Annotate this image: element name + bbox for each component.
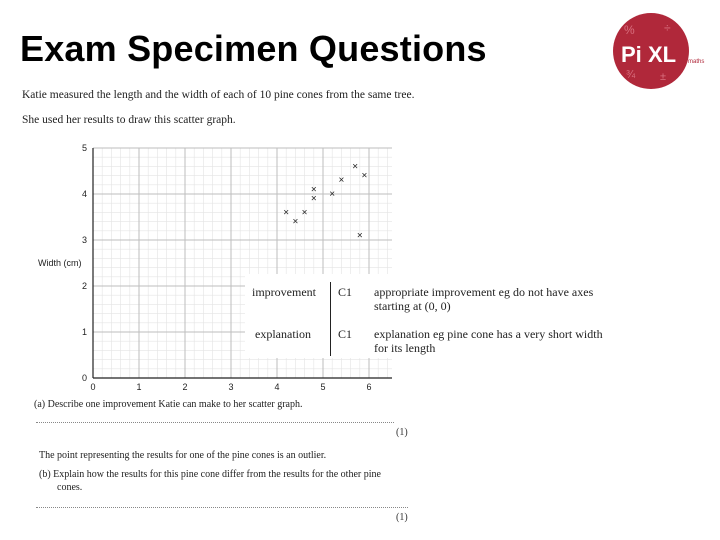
ms-row-1-line-2: starting at (0, 0) — [374, 299, 451, 313]
data-point: × — [352, 161, 358, 172]
logo-suffix: maths — [688, 59, 705, 65]
slide-title: Exam Specimen Questions — [20, 28, 487, 69]
logo-xl-text: XL — [648, 42, 676, 67]
answer-line-a — [36, 422, 394, 423]
intro-line-2: She used her results to draw this scatte… — [22, 114, 236, 126]
question-part-b-line-2: cones. — [57, 482, 83, 493]
y-tick-label: 1 — [82, 327, 87, 337]
svg-text:±: ± — [660, 71, 666, 83]
svg-text:÷: ÷ — [664, 21, 671, 35]
ms-row-2-label: explanation — [255, 327, 311, 341]
ms-row-2-code: C1 — [338, 327, 353, 341]
ms-row-1-code: C1 — [338, 285, 353, 299]
ms-row-1-label: improvement — [252, 285, 316, 299]
ms-row-2-line-2: for its length — [374, 341, 436, 355]
y-tick-label: 0 — [82, 373, 87, 383]
y-axis-label: Width (cm) — [38, 258, 82, 268]
part-b-marks: (1) — [396, 512, 408, 523]
data-point: × — [311, 184, 317, 195]
data-point: × — [357, 230, 363, 241]
data-point: × — [361, 171, 367, 182]
logo-pi-text: Pi — [621, 42, 642, 67]
x-tick-label: 3 — [228, 382, 233, 392]
mark-scheme-panel — [245, 274, 617, 358]
data-point: × — [292, 217, 298, 228]
x-tick-label: 6 — [366, 382, 371, 392]
svg-text:%: % — [624, 23, 635, 37]
x-tick-label: 2 — [182, 382, 187, 392]
y-tick-label: 3 — [82, 235, 87, 245]
data-point: × — [283, 207, 289, 218]
mark-scheme-divider — [330, 282, 331, 356]
ms-row-1-line-1: appropriate improvement eg do not have a… — [374, 285, 594, 299]
x-tick-label: 1 — [136, 382, 141, 392]
part-a-marks: (1) — [396, 427, 408, 438]
question-part-b-line-1: (b) Explain how the results for this pin… — [39, 469, 381, 480]
x-tick-label: 4 — [274, 382, 279, 392]
outlier-statement: The point representing the results for o… — [39, 450, 327, 461]
answer-line-b — [36, 507, 408, 508]
pixl-logo: % ÷ ¾ ± Pi XL — [613, 13, 689, 89]
data-point: × — [302, 207, 308, 218]
data-point: × — [338, 175, 344, 186]
question-part-a: (a) Describe one improvement Katie can m… — [34, 399, 303, 410]
y-tick-label: 2 — [82, 281, 87, 291]
y-tick-label: 5 — [82, 143, 87, 153]
svg-text:¾: ¾ — [626, 69, 636, 81]
data-point: × — [329, 189, 335, 200]
data-point: × — [311, 194, 317, 205]
x-tick-label: 5 — [320, 382, 325, 392]
ms-row-2-line-1: explanation eg pine cone has a very shor… — [374, 327, 603, 341]
intro-line-1: Katie measured the length and the width … — [22, 89, 415, 101]
x-tick-label: 0 — [90, 382, 95, 392]
y-tick-label: 4 — [82, 189, 87, 199]
